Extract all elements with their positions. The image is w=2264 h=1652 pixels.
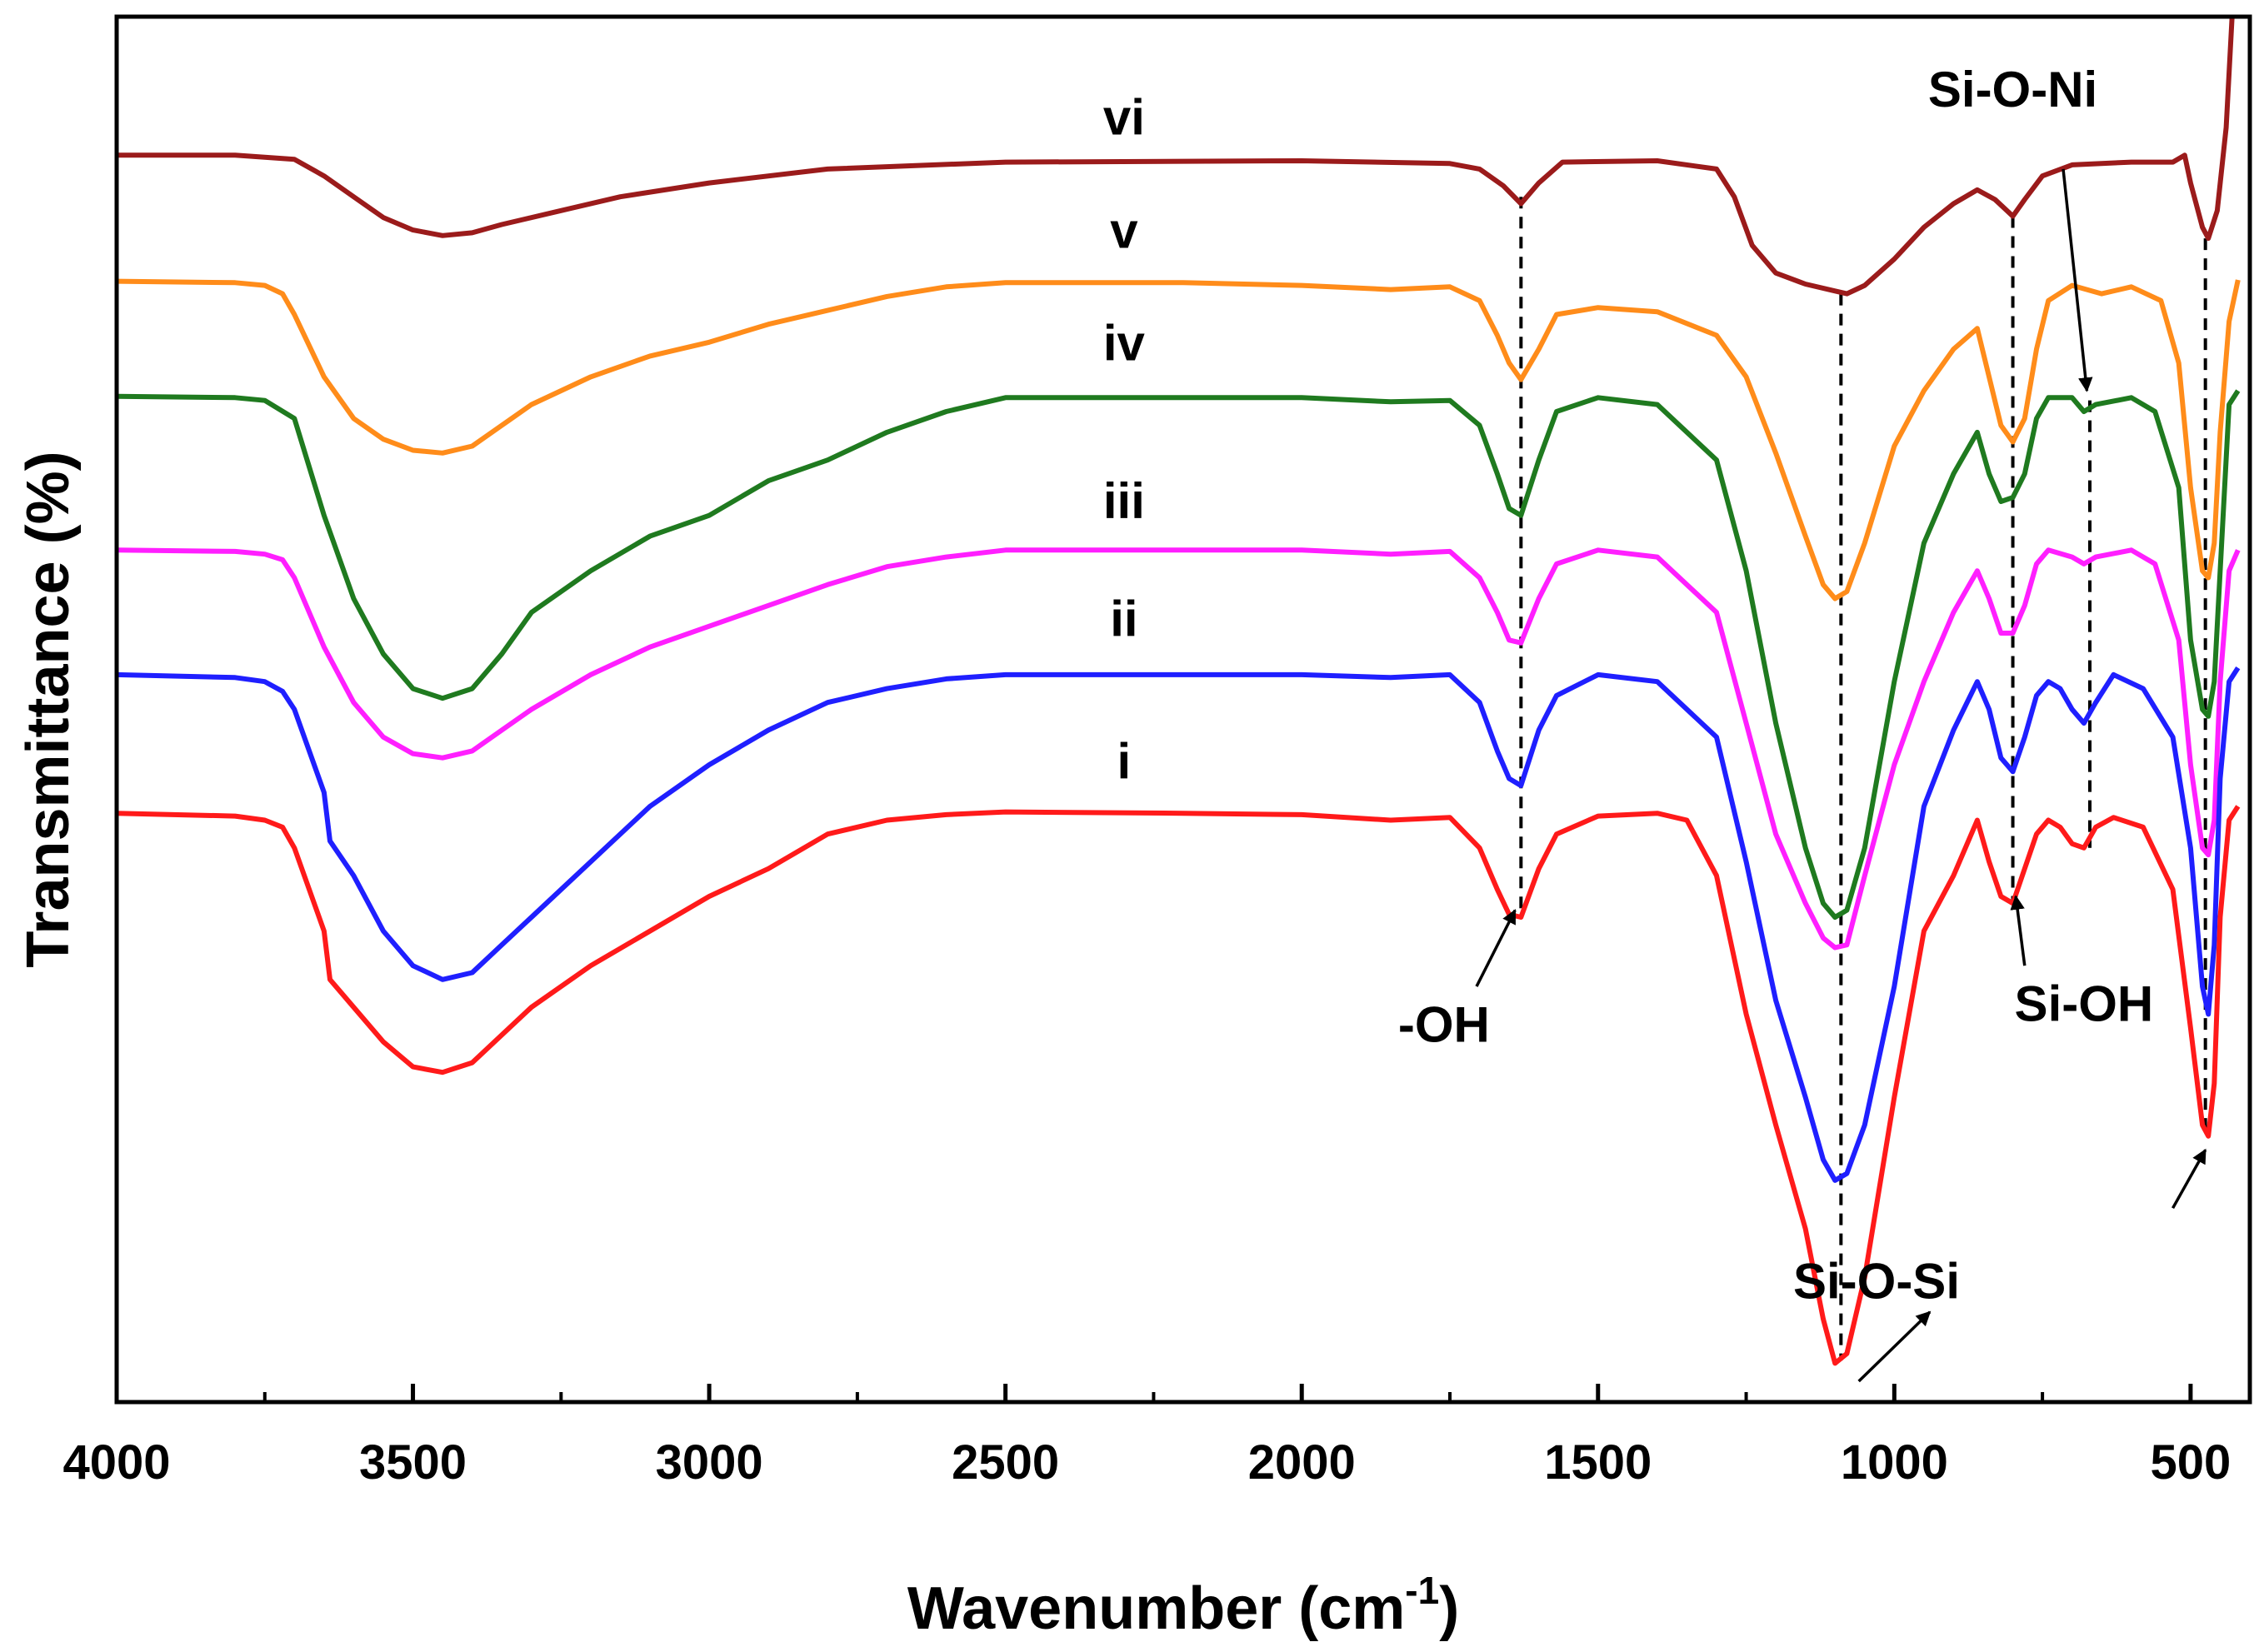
series-line-iii	[116, 547, 2241, 951]
series-line-ii	[116, 666, 2241, 1183]
x-tick-label: 3000	[656, 1435, 763, 1490]
x-axis-title-superscript: -1	[1405, 1569, 1439, 1612]
annotation-arrow	[1857, 1310, 1932, 1383]
series-line-vi	[117, 16, 2235, 297]
annotation-arrow	[2010, 895, 2027, 966]
curve-label-v: v	[1110, 203, 1138, 259]
annotation-label: -OH	[1398, 997, 1490, 1053]
annotation-arrow	[2062, 168, 2093, 392]
series-line-i	[116, 805, 2241, 1366]
series-line-v	[116, 278, 2241, 601]
series-line-iv	[116, 389, 2241, 920]
curve-label-iii: iii	[1103, 473, 1145, 529]
curve-label-iv: iv	[1103, 315, 1146, 371]
annotation-arrow	[1475, 909, 1517, 987]
annotation-arrow	[2172, 1148, 2207, 1210]
curve-label-vi: vi	[1103, 89, 1145, 145]
x-tick-label: 1500	[1544, 1435, 1652, 1490]
y-axis-title: Transmittance (%)	[15, 451, 82, 967]
x-tick-label: 500	[2150, 1435, 2231, 1490]
peak-annotations: -OH Si-OH Si-O-Ni Si-O-Si	[1398, 62, 2207, 1383]
annotation-label: Si-O-Si	[1793, 1253, 1960, 1309]
x-axis-title-text: Wavenumber (cm	[907, 1575, 1405, 1642]
x-tick-label: 2500	[952, 1435, 1059, 1490]
x-axis-ticks: 4000 3500 3000 2500 2000 1500 1000 500	[62, 1384, 2231, 1490]
x-tick-label: 2000	[1248, 1435, 1356, 1490]
x-tick-label: 1000	[1841, 1435, 1948, 1490]
annotation-label: Si-OH	[2015, 976, 2154, 1032]
curve-label-i: i	[1117, 734, 1132, 790]
peak-guide-lines	[1519, 197, 2207, 1361]
spectra-curves	[116, 16, 2241, 1366]
x-tick-label: 4000	[62, 1435, 170, 1490]
annotation-label: Si-O-Ni	[1928, 62, 2097, 117]
x-tick-label: 3500	[359, 1435, 467, 1490]
x-axis-title-close: )	[1439, 1575, 1459, 1642]
curve-label-ii: ii	[1110, 591, 1137, 646]
plot-frame	[114, 14, 2252, 1405]
x-axis-title: Wavenumber (cm-1)	[907, 1569, 1459, 1642]
